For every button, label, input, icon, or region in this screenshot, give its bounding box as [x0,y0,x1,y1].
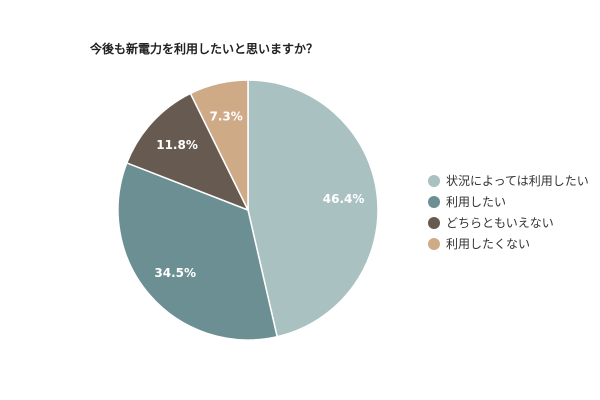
pie-slice-4 [189,79,249,211]
legend-item-1: 状況によっては利用したい [428,170,589,191]
legend-label-1: 状況によっては利用したい [446,174,589,188]
legend-label-4: 利用したくない [446,237,531,251]
data-label-1: 46.4% [323,192,365,206]
data-label-4: 7.3% [209,109,242,123]
legend-item-2: 利用したい [428,191,589,212]
pie-slice-3 [125,92,250,212]
data-label-3: 11.8% [156,138,198,152]
legend-item-3: どちらともいえない [428,212,589,233]
legend-swatch-3 [428,216,440,229]
legend-swatch-4 [428,237,440,250]
legend-label-2: 利用したい [446,195,507,209]
data-label-2: 34.5% [154,266,196,280]
chart-legend: 状況によっては利用したい 利用したいどちらともいえない 利用したくない [428,170,589,254]
pie-slice-1 [247,79,379,338]
chart-title: 今後も新電力を利用したいと思いますか？ [90,42,319,56]
legend-swatch-2 [428,195,440,208]
legend-swatch-1 [428,174,440,187]
legend-label-3: どちらともいえない [446,216,554,230]
pie-slice-2 [117,161,279,341]
legend-item-4: 利用したくない [428,233,589,254]
